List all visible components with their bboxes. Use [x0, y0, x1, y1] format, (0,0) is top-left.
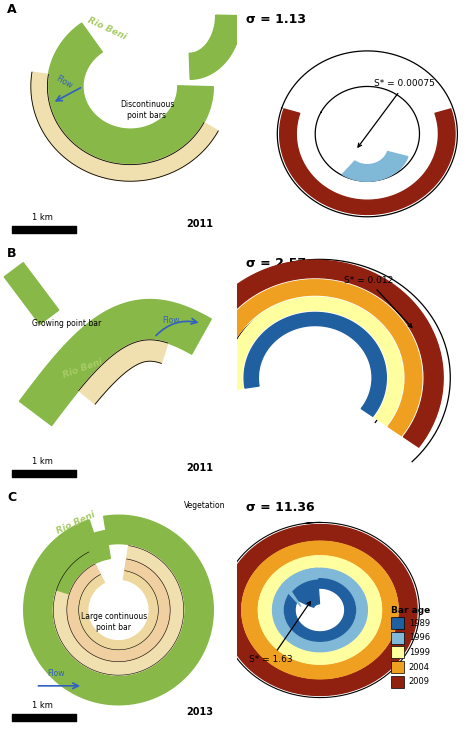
Polygon shape — [187, 260, 443, 447]
Polygon shape — [79, 340, 168, 404]
Polygon shape — [228, 297, 403, 425]
Polygon shape — [223, 525, 417, 695]
Polygon shape — [242, 541, 398, 679]
Bar — [391, 661, 404, 673]
Polygon shape — [342, 152, 408, 182]
Polygon shape — [288, 579, 319, 607]
Bar — [391, 632, 404, 643]
Text: 1996: 1996 — [409, 633, 430, 642]
Polygon shape — [54, 545, 183, 675]
Polygon shape — [244, 313, 386, 417]
Text: 2011: 2011 — [186, 463, 213, 473]
Text: 2009: 2009 — [409, 677, 430, 687]
Polygon shape — [47, 23, 213, 165]
Polygon shape — [67, 559, 170, 662]
Text: Rio Beni: Rio Beni — [86, 15, 128, 41]
Text: C: C — [7, 491, 16, 504]
Text: Large continuous
point bar: Large continuous point bar — [81, 612, 147, 632]
Text: 1 km: 1 km — [32, 701, 53, 709]
Text: S* = 1.63: S* = 1.63 — [249, 602, 310, 664]
Polygon shape — [209, 280, 422, 436]
Text: Flow: Flow — [54, 74, 74, 91]
Polygon shape — [280, 109, 455, 214]
Polygon shape — [189, 15, 242, 79]
Bar — [391, 676, 404, 688]
Text: Flow: Flow — [47, 669, 65, 679]
Text: 2004: 2004 — [409, 662, 430, 672]
Polygon shape — [79, 571, 158, 650]
Polygon shape — [282, 568, 318, 606]
Polygon shape — [19, 299, 211, 425]
Text: Flow: Flow — [162, 316, 179, 325]
Text: 1989: 1989 — [409, 619, 430, 627]
Text: Growing point bar: Growing point bar — [32, 319, 101, 328]
Polygon shape — [258, 556, 382, 664]
Text: σ = 1.13: σ = 1.13 — [246, 13, 307, 26]
Polygon shape — [24, 515, 213, 705]
Polygon shape — [42, 531, 110, 594]
Text: 1999: 1999 — [409, 648, 430, 657]
Text: σ = 2.57: σ = 2.57 — [246, 257, 307, 270]
Text: 1 km: 1 km — [32, 457, 53, 466]
Polygon shape — [4, 263, 59, 324]
Text: A: A — [7, 3, 17, 16]
Bar — [391, 617, 404, 629]
Text: Rio Beni: Rio Beni — [62, 357, 104, 380]
Bar — [391, 646, 404, 658]
Polygon shape — [273, 568, 367, 651]
Text: σ = 11.36: σ = 11.36 — [246, 501, 315, 514]
Text: 1 km: 1 km — [32, 212, 53, 222]
Text: Rio Beni: Rio Beni — [55, 510, 97, 536]
Text: S* = 0.00075: S* = 0.00075 — [358, 80, 435, 147]
Text: Bar age: Bar age — [391, 606, 430, 615]
Polygon shape — [31, 72, 218, 182]
Text: B: B — [7, 247, 17, 260]
Text: S* = 0.012: S* = 0.012 — [344, 276, 412, 327]
Text: Vegetation: Vegetation — [183, 501, 225, 510]
Text: 2013: 2013 — [186, 706, 213, 717]
Text: Discontinuous
point bars: Discontinuous point bars — [120, 100, 174, 120]
Text: 2011: 2011 — [186, 219, 213, 228]
Polygon shape — [284, 579, 356, 641]
